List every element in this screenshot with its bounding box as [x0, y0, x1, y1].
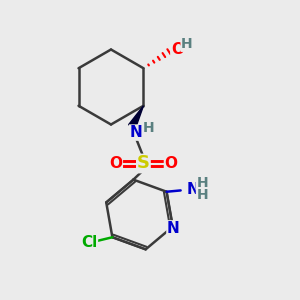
Text: N: N	[130, 125, 142, 140]
Text: H: H	[181, 37, 193, 51]
Text: H: H	[196, 176, 208, 190]
Text: Cl: Cl	[81, 235, 98, 250]
Polygon shape	[129, 106, 143, 128]
Text: H: H	[196, 188, 208, 202]
Text: N: N	[167, 221, 180, 236]
Text: N: N	[186, 182, 199, 197]
Text: O: O	[164, 156, 178, 171]
Text: H: H	[143, 121, 154, 134]
Text: O: O	[109, 156, 122, 171]
Text: S: S	[137, 154, 150, 172]
Text: O: O	[171, 42, 184, 57]
